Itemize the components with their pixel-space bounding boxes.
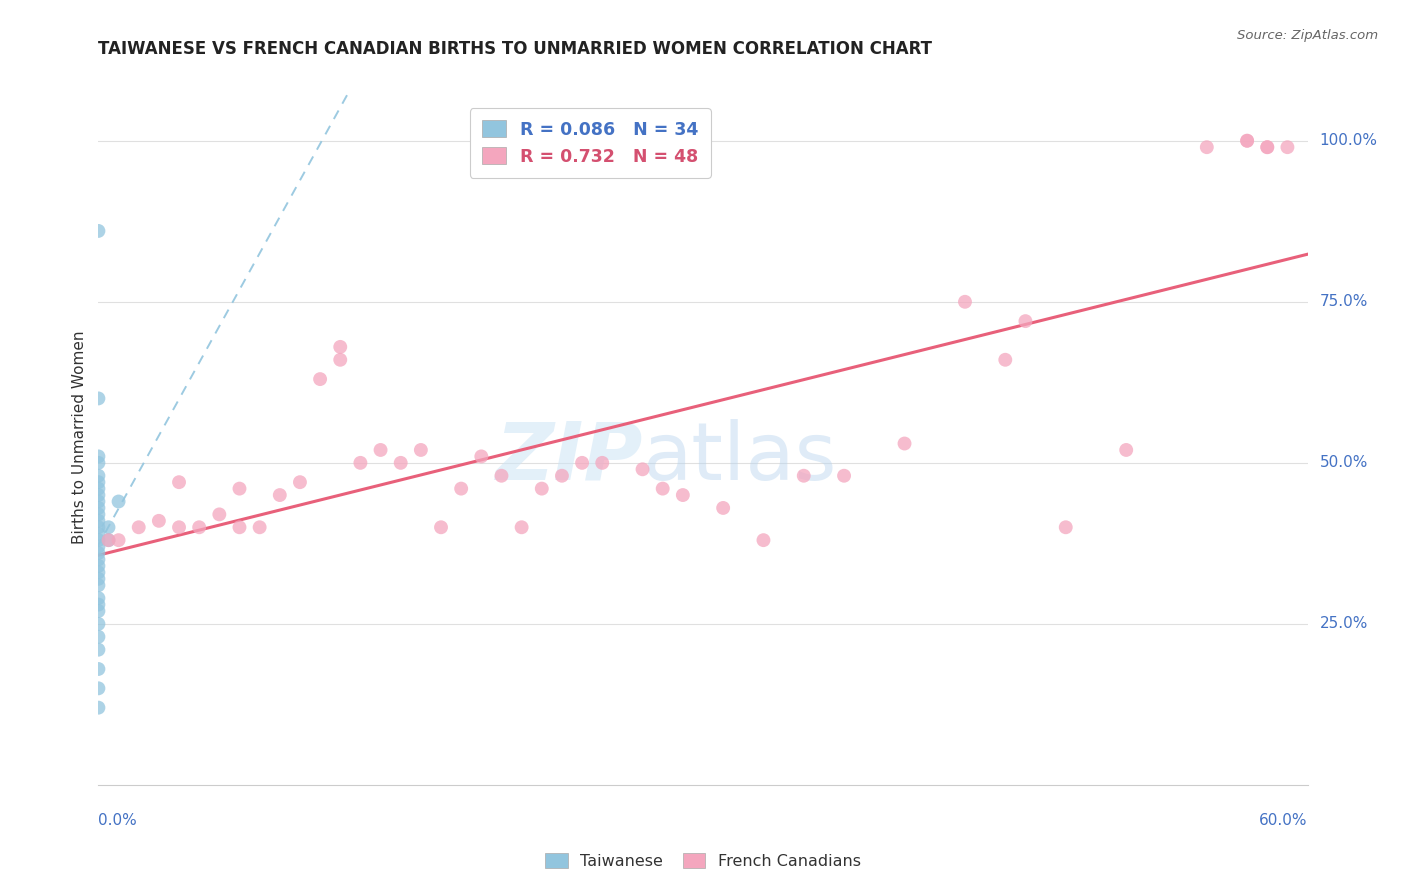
Point [128,520,150,534]
Point [349,456,371,470]
Point [1195,140,1218,154]
Point [711,500,734,515]
Point [309,372,332,386]
Point [87,552,110,566]
Point [107,494,129,508]
Point [167,520,190,534]
Point [450,482,472,496]
Point [228,482,250,496]
Point [470,450,492,464]
Point [97,520,120,534]
Point [87,642,110,657]
Text: 100.0%: 100.0% [1320,133,1378,148]
Point [1256,140,1278,154]
Point [994,352,1017,367]
Point [249,520,271,534]
Point [87,450,110,464]
Point [87,475,110,490]
Point [409,442,432,457]
Text: 50.0%: 50.0% [1320,455,1368,470]
Point [87,500,110,515]
Point [752,533,775,548]
Point [87,540,110,554]
Point [87,630,110,644]
Text: ZIP: ZIP [495,419,643,497]
Point [87,508,110,522]
Point [269,488,291,502]
Point [87,681,110,696]
Point [87,224,110,238]
Point [430,520,453,534]
Text: 75.0%: 75.0% [1320,294,1368,310]
Point [97,533,120,548]
Point [87,392,110,406]
Point [491,468,513,483]
Point [87,598,110,612]
Point [551,468,574,483]
Point [87,488,110,502]
Point [953,294,976,309]
Legend: Taiwanese, French Canadians: Taiwanese, French Canadians [537,845,869,877]
Point [571,456,593,470]
Point [87,520,110,534]
Point [87,662,110,676]
Point [793,468,815,483]
Point [87,494,110,508]
Point [87,546,110,560]
Point [1236,134,1258,148]
Text: 25.0%: 25.0% [1320,616,1368,632]
Point [87,578,110,592]
Point [87,468,110,483]
Point [87,591,110,606]
Point [87,558,110,573]
Point [167,475,190,490]
Point [87,514,110,528]
Point [1277,140,1299,154]
Point [87,572,110,586]
Point [329,352,352,367]
Point [87,566,110,580]
Point [530,482,553,496]
Point [87,482,110,496]
Point [329,340,352,354]
Point [1236,134,1258,148]
Point [87,700,110,714]
Point [188,520,211,534]
Point [87,533,110,548]
Point [591,456,613,470]
Point [1115,442,1137,457]
Point [148,514,170,528]
Point [1014,314,1036,328]
Point [370,442,392,457]
Point [87,616,110,631]
Point [87,456,110,470]
Text: Source: ZipAtlas.com: Source: ZipAtlas.com [1237,29,1378,42]
Point [510,520,533,534]
Point [389,456,412,470]
Point [1256,140,1278,154]
Point [893,436,915,450]
Y-axis label: Births to Unmarried Women: Births to Unmarried Women [72,330,87,544]
Point [672,488,695,502]
Point [87,604,110,618]
Text: atlas: atlas [643,419,837,497]
Point [1054,520,1077,534]
Point [107,533,129,548]
Point [651,482,673,496]
Point [228,520,250,534]
Point [832,468,855,483]
Point [208,508,231,522]
Text: TAIWANESE VS FRENCH CANADIAN BIRTHS TO UNMARRIED WOMEN CORRELATION CHART: TAIWANESE VS FRENCH CANADIAN BIRTHS TO U… [98,40,932,58]
Text: 60.0%: 60.0% [1260,813,1308,828]
Point [97,533,120,548]
Point [87,526,110,541]
Point [631,462,654,476]
Point [288,475,311,490]
Text: 0.0%: 0.0% [98,813,138,828]
